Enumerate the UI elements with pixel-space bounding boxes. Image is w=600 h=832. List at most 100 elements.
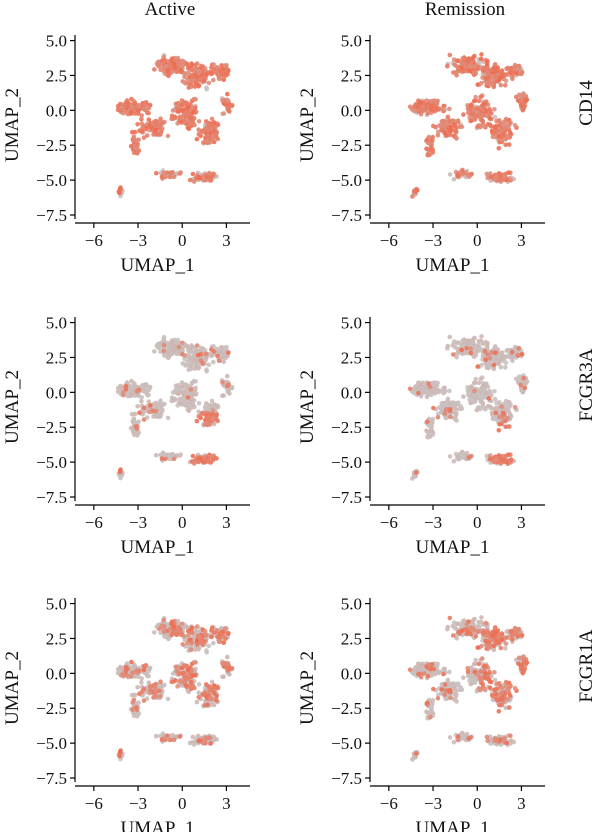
y-tick-label: −2.5 xyxy=(331,418,362,437)
data-point xyxy=(429,107,435,113)
data-point xyxy=(171,174,177,180)
data-point xyxy=(494,174,499,179)
data-point xyxy=(189,62,195,68)
data-point xyxy=(226,350,231,356)
column-title-active: Active xyxy=(145,0,196,20)
data-point xyxy=(502,72,508,77)
data-point xyxy=(157,626,163,631)
data-point xyxy=(175,337,181,343)
data-point xyxy=(211,349,217,354)
data-point xyxy=(503,646,508,651)
data-point xyxy=(195,352,201,358)
data-point xyxy=(445,114,451,120)
data-point xyxy=(176,344,182,350)
data-point xyxy=(209,71,214,77)
data-point xyxy=(416,390,421,396)
data-point xyxy=(456,66,461,72)
data-point xyxy=(445,345,450,351)
data-point xyxy=(427,710,432,715)
data-point xyxy=(153,452,159,458)
data-point xyxy=(192,84,198,89)
y-tick-label: 2.5 xyxy=(46,348,67,367)
data-point xyxy=(151,695,156,700)
data-point xyxy=(159,174,165,179)
data-point xyxy=(478,56,484,62)
data-point xyxy=(435,670,440,675)
y-tick-label: 0.0 xyxy=(46,664,67,683)
data-point xyxy=(492,396,498,402)
data-point xyxy=(161,342,167,348)
data-point xyxy=(479,52,484,57)
data-point xyxy=(170,671,176,676)
data-point xyxy=(226,390,232,395)
data-point xyxy=(147,665,153,671)
data-point xyxy=(453,63,459,68)
y-axis-title: UMAP_2 xyxy=(2,88,23,162)
data-point xyxy=(132,129,138,135)
data-point xyxy=(193,379,198,384)
data-point xyxy=(468,68,473,74)
data-point xyxy=(522,103,528,109)
data-point xyxy=(470,619,475,624)
data-point xyxy=(193,361,199,366)
data-point xyxy=(165,696,171,702)
data-point xyxy=(498,82,504,88)
x-tick-label: −6 xyxy=(85,513,103,532)
data-point xyxy=(470,676,475,681)
data-point xyxy=(454,340,460,346)
data-point xyxy=(498,364,504,370)
data-point xyxy=(431,123,436,129)
data-point xyxy=(171,456,177,462)
data-point xyxy=(475,406,480,411)
data-point xyxy=(460,734,466,739)
data-point xyxy=(180,107,185,113)
y-axis-title: UMAP_2 xyxy=(297,370,318,444)
data-point xyxy=(170,108,176,113)
data-point xyxy=(428,99,434,104)
y-tick-label: 2.5 xyxy=(46,66,67,85)
data-point xyxy=(173,664,179,670)
x-tick-label: −3 xyxy=(424,513,442,532)
data-point xyxy=(485,352,490,358)
data-point xyxy=(444,120,449,126)
data-point xyxy=(223,626,228,631)
data-point xyxy=(128,674,134,679)
data-point xyxy=(447,131,453,137)
data-point xyxy=(485,70,490,75)
data-point xyxy=(134,146,139,152)
data-point xyxy=(189,98,195,104)
data-point xyxy=(226,382,231,387)
data-point xyxy=(468,454,473,459)
data-point xyxy=(450,118,456,123)
data-point xyxy=(199,72,205,78)
y-tick-label: −2.5 xyxy=(36,418,67,437)
data-point xyxy=(454,136,459,141)
data-point xyxy=(130,670,135,675)
data-point xyxy=(153,681,159,687)
data-point xyxy=(172,344,177,350)
data-point xyxy=(211,640,216,646)
data-point xyxy=(200,361,205,366)
data-point xyxy=(479,400,485,405)
data-point xyxy=(468,400,473,406)
data-point xyxy=(182,353,187,358)
data-point xyxy=(214,69,220,74)
data-point xyxy=(169,733,175,738)
data-point xyxy=(195,343,200,348)
data-point xyxy=(496,354,501,359)
data-point xyxy=(515,353,521,358)
data-point xyxy=(447,106,452,112)
data-point xyxy=(193,660,198,665)
data-point xyxy=(478,94,484,100)
data-point xyxy=(132,105,138,110)
data-point xyxy=(204,694,209,699)
y-tick-label: 5.0 xyxy=(341,32,362,51)
data-point xyxy=(498,174,503,179)
data-point xyxy=(459,347,465,353)
data-point xyxy=(182,663,187,668)
data-point xyxy=(427,147,432,152)
data-point xyxy=(455,119,461,125)
data-point xyxy=(139,689,145,694)
data-point xyxy=(209,353,214,359)
